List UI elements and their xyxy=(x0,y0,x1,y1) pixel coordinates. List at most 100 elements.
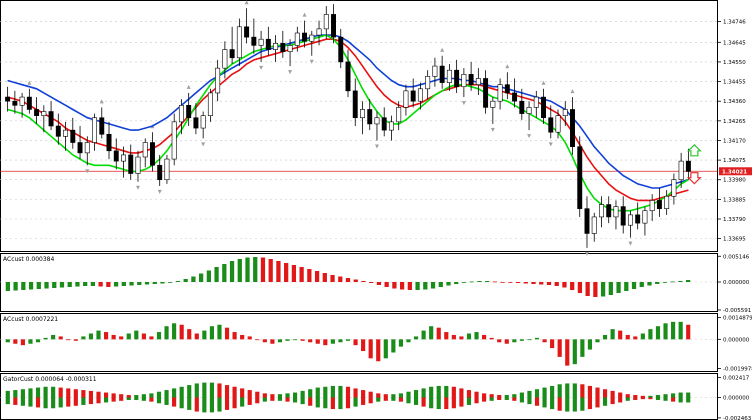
gator-lower-bar xyxy=(58,397,63,408)
candle-body xyxy=(533,96,539,108)
candle-body xyxy=(490,100,496,108)
gator-upper-bar xyxy=(587,385,593,398)
fractal-up-marker xyxy=(302,12,307,17)
gator-lower-bar xyxy=(5,397,10,405)
histogram-bar xyxy=(277,339,283,343)
candle-body xyxy=(519,100,525,114)
gator-lower-bar xyxy=(28,397,33,407)
gator-lower-bar xyxy=(224,397,230,410)
histogram-bar xyxy=(633,336,638,340)
fractal-up-marker xyxy=(99,99,104,104)
gator-lower-bar xyxy=(489,397,494,401)
ac-panel-2: 0.0014879 0.000000 -0.0019978 xyxy=(0,316,752,373)
indicator-tick-label: -0.005591 xyxy=(723,308,751,314)
price-tick-label: 1.34550 xyxy=(723,60,746,66)
candle-body xyxy=(287,45,293,52)
fractal-up-marker xyxy=(244,0,249,5)
histogram-bar xyxy=(222,264,227,282)
fractal-down-marker xyxy=(288,70,293,75)
gator-upper-bar xyxy=(81,390,86,398)
candle-body xyxy=(497,84,503,102)
histogram-bar xyxy=(376,339,381,362)
histogram-bar xyxy=(624,282,629,291)
histogram-bar xyxy=(232,332,237,340)
ac-panel-1-frame xyxy=(0,253,718,312)
candle-body xyxy=(157,164,163,181)
histogram-bar xyxy=(430,282,436,289)
histogram-bar xyxy=(134,330,139,340)
gator-upper-bar xyxy=(542,387,547,398)
histogram-bar xyxy=(608,282,613,295)
gator-upper-bar xyxy=(308,389,313,398)
histogram-bar xyxy=(172,323,177,340)
histogram-bar xyxy=(454,282,459,284)
candle-body xyxy=(258,38,264,46)
candle-body xyxy=(294,32,300,46)
candle-body xyxy=(417,88,423,102)
histogram-bar xyxy=(429,326,434,340)
gator-upper-bar xyxy=(497,395,502,398)
histogram-bar xyxy=(369,282,374,283)
histogram-bar xyxy=(73,339,78,341)
gator-upper-bar xyxy=(466,390,472,398)
gator-lower-bar xyxy=(134,397,139,400)
gator-upper-bar xyxy=(482,393,487,398)
gator-lower-bar xyxy=(51,397,56,409)
histogram-bar xyxy=(391,339,396,353)
gator-upper-bar xyxy=(224,385,230,398)
histogram-bar xyxy=(647,282,652,286)
histogram-bar xyxy=(113,282,119,287)
gator-lower-bar xyxy=(655,397,661,400)
candle-body xyxy=(229,49,235,59)
histogram-bar xyxy=(639,282,644,287)
gator-panel-title: GatorCust 0.000064 -0.000311 xyxy=(3,376,97,383)
fractal-down-marker xyxy=(135,185,140,190)
histogram-bar xyxy=(477,281,482,282)
candle-body xyxy=(475,78,481,85)
indicator-tick-label: 0.005146 xyxy=(723,254,750,260)
candle-body xyxy=(26,96,32,110)
fractal-down-marker xyxy=(628,241,633,246)
gator-lower-bar xyxy=(580,397,585,411)
histogram-bar xyxy=(111,334,116,340)
histogram-bar xyxy=(149,336,154,340)
histogram-bar xyxy=(376,282,382,285)
gator-lower-bar xyxy=(648,397,653,400)
candle-body xyxy=(164,158,170,181)
candle-body xyxy=(345,61,351,92)
fractal-down-marker xyxy=(490,127,495,132)
gator-upper-bar xyxy=(88,390,94,398)
histogram-bar xyxy=(187,329,192,340)
price-tick-label: 1.33790 xyxy=(723,217,746,223)
gator-upper-bar xyxy=(686,392,691,398)
gator-upper-bar xyxy=(292,392,298,398)
candle-body xyxy=(48,111,54,127)
histogram-bar xyxy=(58,336,63,340)
histogram-bar xyxy=(224,327,230,340)
gator-lower-bar xyxy=(292,397,298,403)
gator-upper-bar xyxy=(557,384,562,398)
candle-body xyxy=(584,208,590,234)
candle-body xyxy=(41,111,47,116)
candle-body xyxy=(186,105,192,119)
gator-lower-bar xyxy=(202,397,207,413)
candle-body xyxy=(381,117,387,131)
gator-upper-bar xyxy=(451,386,456,398)
fractal-up-marker xyxy=(570,89,575,94)
histogram-bar xyxy=(466,333,472,340)
histogram-bar xyxy=(407,282,412,290)
gator-lower-bar xyxy=(232,397,237,409)
gator-upper-bar xyxy=(35,387,41,398)
histogram-bar xyxy=(631,282,637,289)
indicator-tick-label: 0.000000 xyxy=(723,280,750,286)
gator-lower-bar xyxy=(550,397,555,410)
gator-upper-bar xyxy=(28,388,33,398)
histogram-bar xyxy=(240,334,245,340)
candle-body xyxy=(642,210,648,224)
histogram-bar xyxy=(106,282,111,287)
histogram-bar xyxy=(338,339,343,343)
histogram-bar xyxy=(421,330,426,340)
gator-lower-bar xyxy=(353,397,358,407)
histogram-bar xyxy=(655,326,661,340)
